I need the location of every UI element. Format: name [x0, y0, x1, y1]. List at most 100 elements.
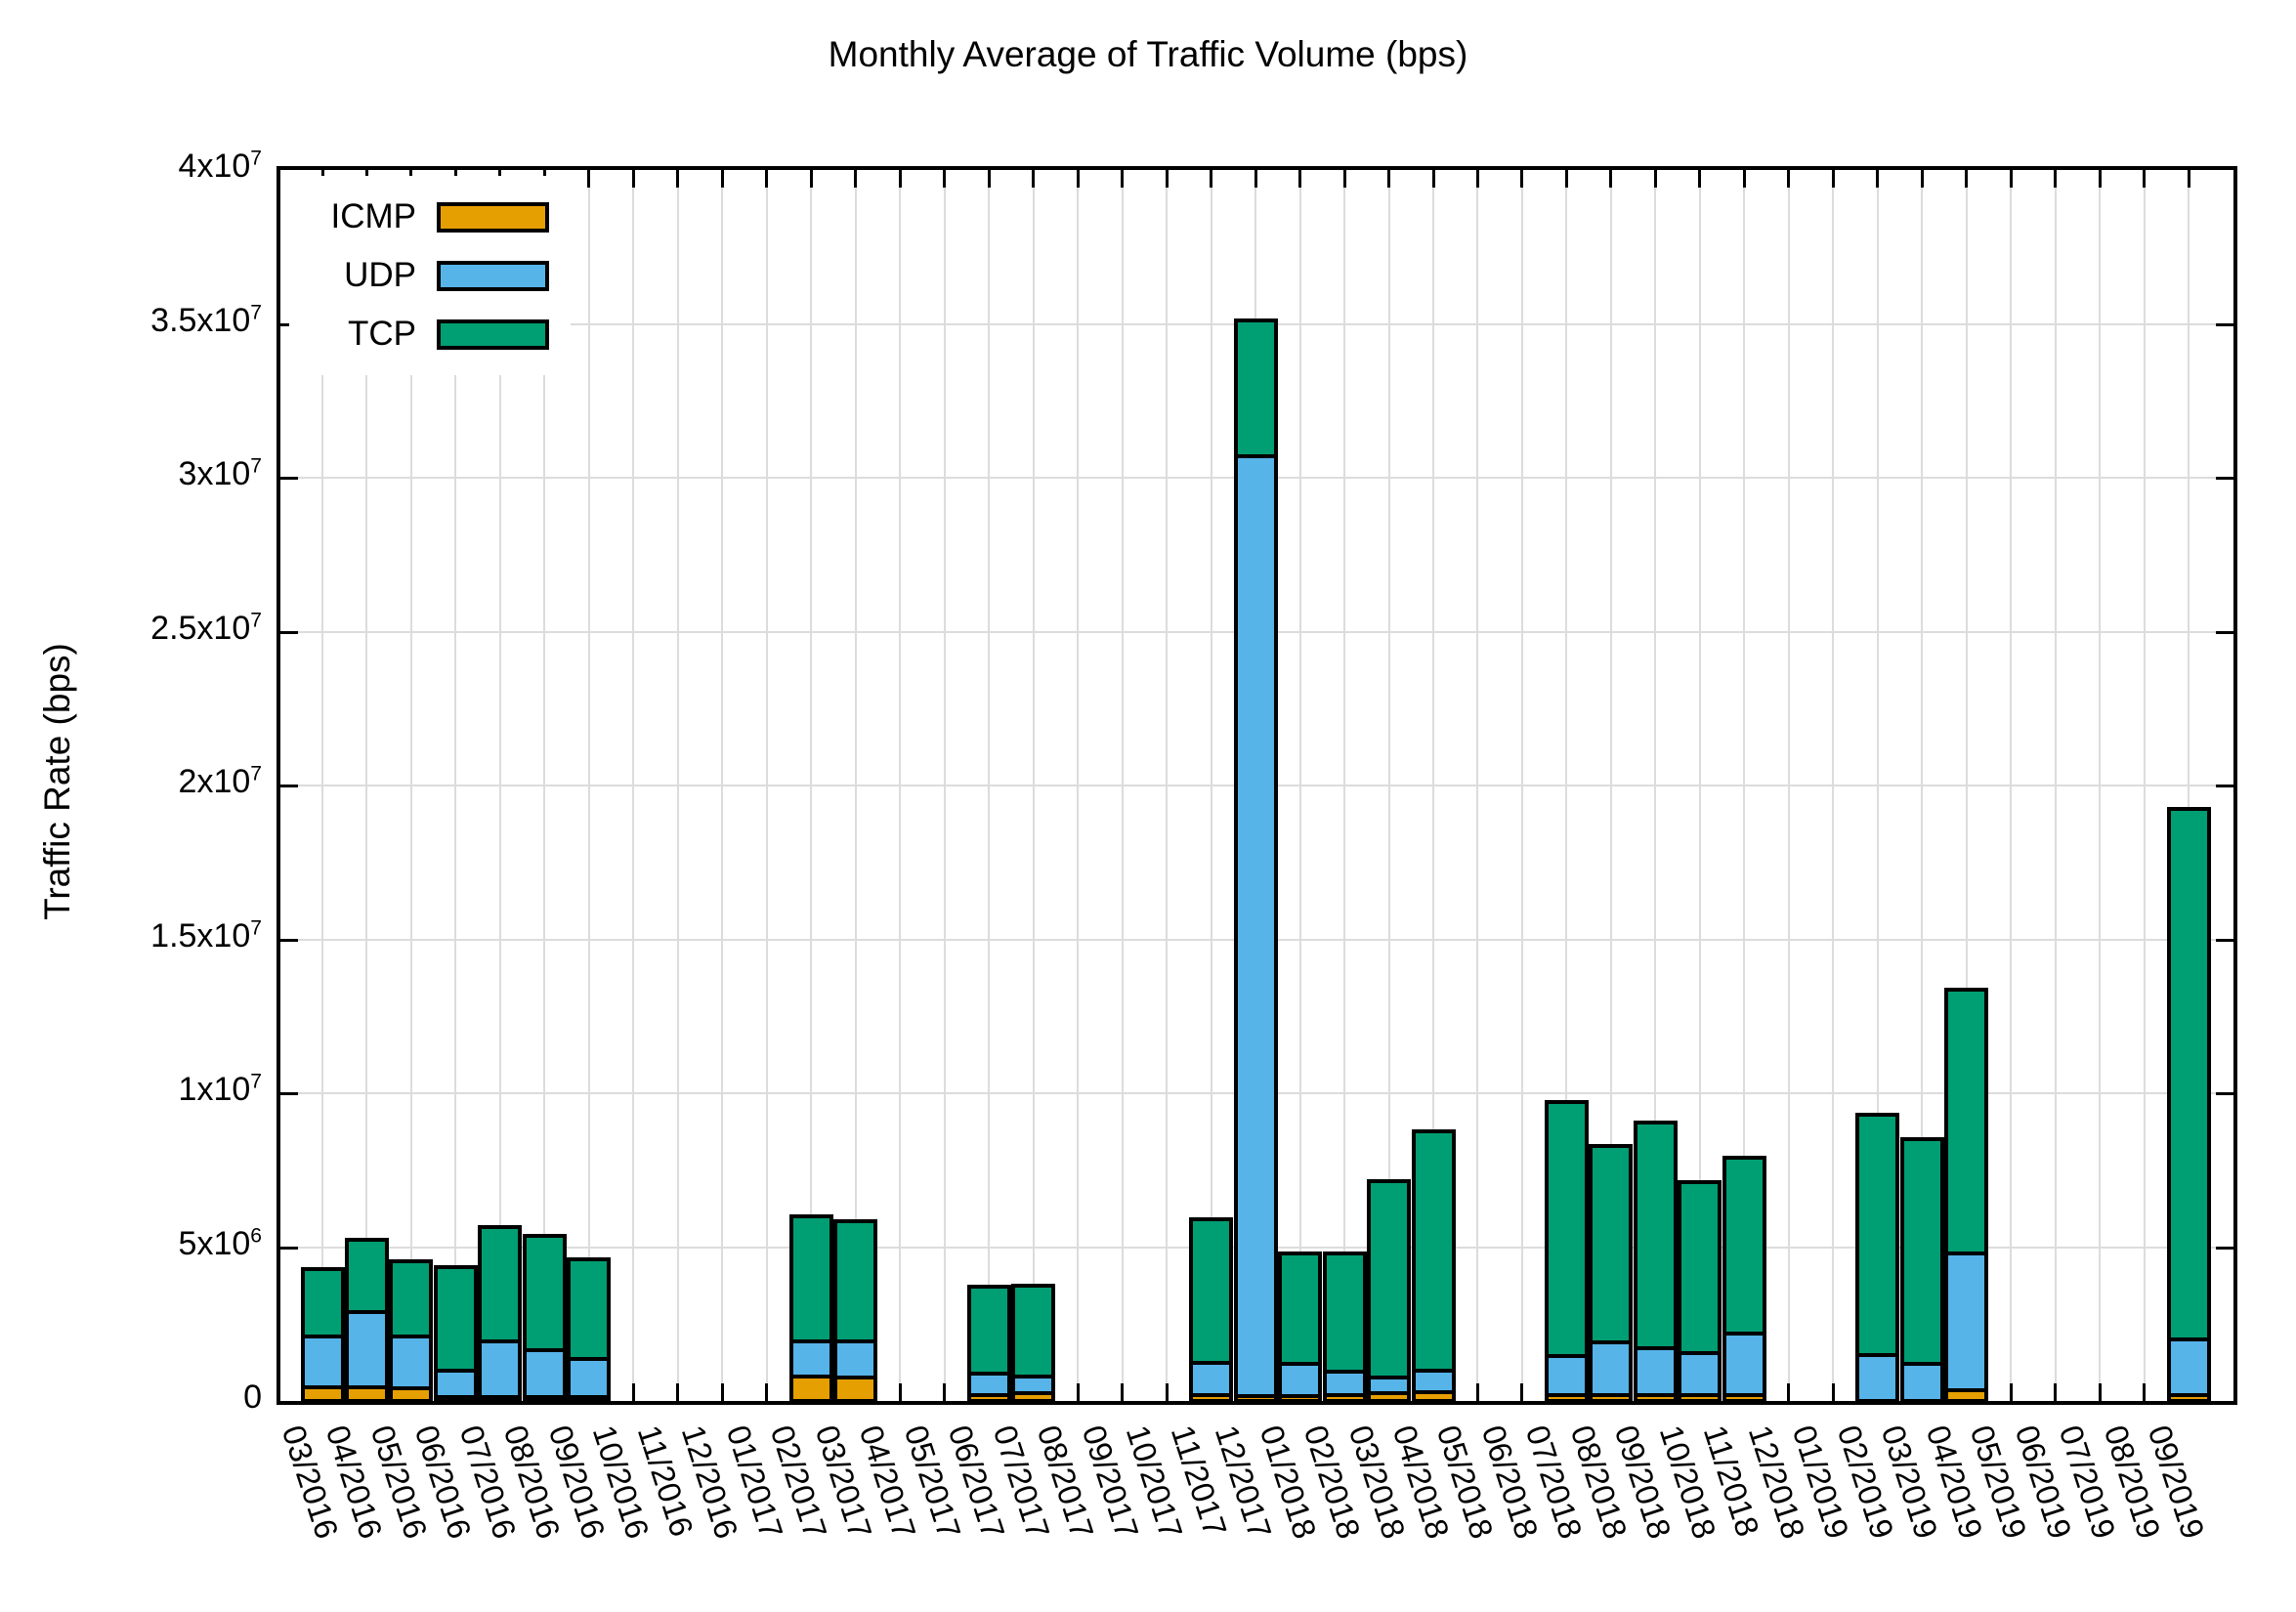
- x-tick: [1165, 1383, 1169, 1401]
- x-tick: [2143, 170, 2147, 188]
- x-tick: [631, 170, 635, 188]
- gridline-v: [810, 170, 813, 1401]
- bar-01/2018: [1278, 1251, 1323, 1403]
- gridline-v: [1032, 170, 1035, 1401]
- x-tick: [1653, 170, 1657, 188]
- gridline-v: [1921, 170, 1924, 1401]
- x-tick: [1165, 170, 1169, 188]
- gridline-v: [1298, 170, 1301, 1401]
- bar-segment-icmp: [1681, 1392, 1719, 1399]
- x-tick: [943, 1383, 947, 1401]
- bar-segment-icmp: [393, 1386, 430, 1399]
- bar-segment-icmp: [1282, 1394, 1319, 1399]
- bar-02/2018: [1322, 1251, 1367, 1403]
- bar-segment-icmp: [1326, 1392, 1363, 1399]
- bar-segment-udp: [526, 1348, 563, 1399]
- legend-swatch-tcp: [437, 318, 549, 350]
- bar-04/2018: [1411, 1129, 1456, 1403]
- bar-06/2016: [433, 1264, 478, 1403]
- bar-segment-udp: [1282, 1362, 1319, 1399]
- bar-segment-udp: [1637, 1346, 1674, 1399]
- plot-area: ICMP UDP TCP: [276, 166, 2237, 1405]
- bar-segment-icmp: [437, 1395, 474, 1399]
- x-tick: [987, 170, 991, 188]
- x-tick: [1920, 170, 1924, 188]
- gridline-v: [1432, 170, 1434, 1401]
- bar-03/2018: [1367, 1178, 1412, 1403]
- y-tick: [2216, 1246, 2233, 1250]
- bar-segment-udp: [1548, 1354, 1585, 1399]
- bar-segment-udp: [437, 1368, 474, 1399]
- bar-segment-udp: [1681, 1351, 1719, 1399]
- x-tick: [809, 170, 813, 188]
- x-tick: [1032, 170, 1036, 188]
- bar-segment-icmp: [1548, 1392, 1585, 1399]
- y-tick-label: 4x107: [178, 147, 262, 185]
- bar-segment-icmp: [1637, 1392, 1674, 1399]
- gridline-v: [1166, 170, 1169, 1401]
- bar-segment-icmp: [526, 1395, 563, 1399]
- gridline-v: [2188, 170, 2190, 1401]
- gridline-v: [1343, 170, 1346, 1401]
- x-tick: [1876, 170, 1880, 188]
- bar-segment-icmp: [1593, 1392, 1630, 1399]
- x-tick: [1475, 170, 1479, 188]
- x-tick: [1564, 170, 1568, 188]
- gridline-v: [1387, 170, 1390, 1401]
- gridline-v: [1698, 170, 1701, 1401]
- x-tick: [1121, 170, 1125, 188]
- y-tick-label: 2.5x107: [150, 609, 262, 647]
- bar-segment-icmp: [304, 1384, 341, 1399]
- x-tick: [2054, 170, 2058, 188]
- bar-08/2018: [1589, 1143, 1634, 1403]
- y-tick-label: 3.5x107: [150, 301, 262, 339]
- x-tick: [1787, 170, 1791, 188]
- bar-segment-udp: [1725, 1331, 1763, 1399]
- x-tick: [1520, 170, 1524, 188]
- bar-12/2017: [1233, 318, 1278, 1403]
- bar-03/2016: [300, 1266, 345, 1403]
- y-tick: [2216, 785, 2233, 787]
- x-tick: [1076, 1383, 1080, 1401]
- gridline-v: [498, 170, 501, 1401]
- x-tick: [631, 1383, 635, 1401]
- y-tick: [280, 1246, 298, 1250]
- y-tick-label: 0: [243, 1379, 262, 1416]
- bar-segment-icmp: [1948, 1387, 1985, 1399]
- gridline-v: [587, 170, 590, 1401]
- y-tick-label: 1x107: [178, 1070, 262, 1108]
- legend-row-udp: UDP: [299, 246, 549, 305]
- bar-03/2019: [1899, 1137, 1944, 1403]
- legend-label-udp: UDP: [344, 256, 416, 294]
- legend: ICMP UDP TCP: [289, 176, 571, 375]
- gridline-v: [2010, 170, 2013, 1401]
- gridline-v: [676, 170, 679, 1401]
- gridline-v: [409, 170, 412, 1401]
- gridline-v: [1121, 170, 1124, 1401]
- legend-row-icmp: ICMP: [299, 188, 549, 246]
- bar-segment-udp: [1948, 1251, 1985, 1399]
- x-tick: [765, 170, 769, 188]
- bar-segment-icmp: [837, 1376, 874, 1399]
- gridline-v: [1520, 170, 1523, 1401]
- bar-02/2019: [1855, 1113, 1900, 1403]
- bar-segment-udp: [1859, 1352, 1896, 1399]
- legend-swatch-udp: [437, 260, 549, 291]
- gridline-v: [454, 170, 457, 1401]
- gridline-v: [543, 170, 546, 1401]
- gridline-v: [1654, 170, 1657, 1401]
- bar-04/2016: [344, 1237, 389, 1403]
- bar-08/2016: [522, 1234, 567, 1403]
- bar-09/2018: [1633, 1120, 1678, 1403]
- bar-09/2016: [567, 1257, 612, 1403]
- x-tick: [1254, 170, 1257, 188]
- bar-segment-udp: [1593, 1340, 1630, 1399]
- bar-11/2017: [1189, 1217, 1234, 1403]
- x-tick: [1831, 1383, 1835, 1401]
- x-tick: [676, 170, 680, 188]
- bar-04/2019: [1944, 988, 1989, 1403]
- gridline-v: [365, 170, 368, 1401]
- y-tick: [280, 785, 298, 787]
- x-tick: [587, 170, 591, 188]
- gridline-v: [1743, 170, 1746, 1401]
